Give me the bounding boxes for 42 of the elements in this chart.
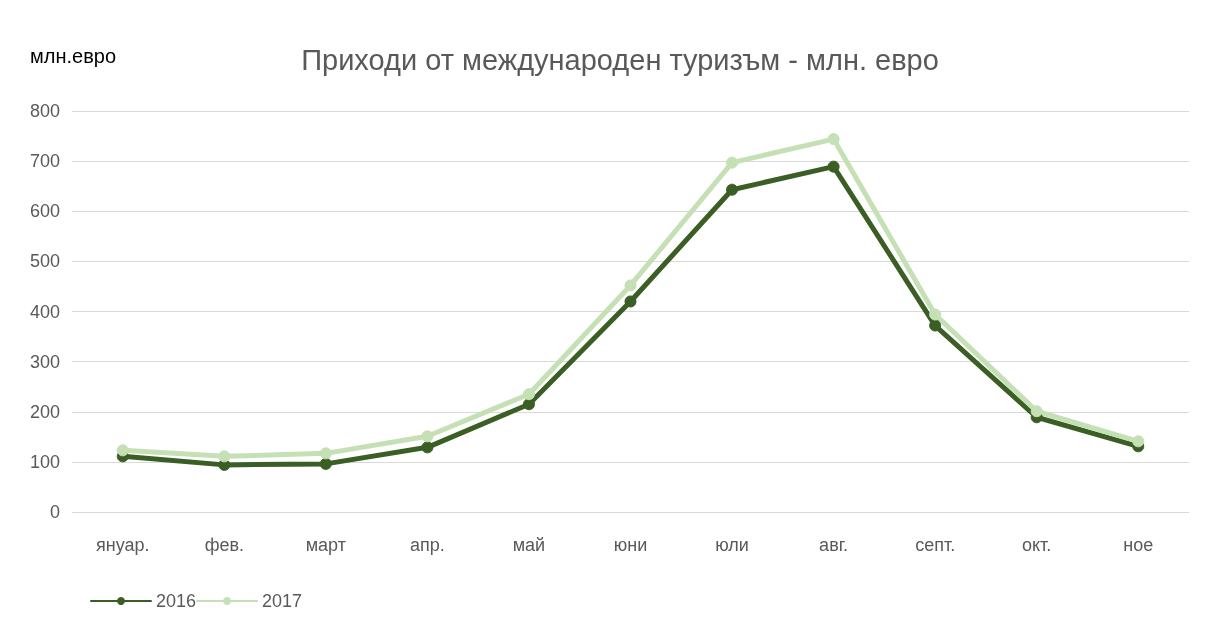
point	[116, 444, 129, 457]
x-tick-label: апр.	[410, 535, 445, 555]
chart-title: Приходи от международен туризъм - млн. евро	[301, 43, 939, 76]
x-tick-label: юли	[715, 535, 749, 555]
point	[726, 156, 739, 169]
point	[522, 398, 535, 411]
x-tick-label: март	[305, 535, 346, 555]
point	[1132, 435, 1145, 448]
point	[929, 308, 942, 321]
point	[827, 133, 840, 146]
point	[929, 319, 942, 332]
x-tick-label: окт.	[1022, 535, 1052, 555]
point	[624, 279, 637, 292]
point	[1030, 405, 1043, 418]
point	[522, 388, 535, 401]
y-axis-title: млн.евро	[30, 45, 117, 67]
y-tick-label: 700	[29, 151, 60, 172]
point	[421, 441, 434, 454]
y-tick-label: 200	[29, 401, 60, 422]
point	[421, 430, 434, 443]
y-tick-label: 300	[29, 351, 60, 372]
y-tick-label: 0	[49, 502, 60, 522]
point	[624, 295, 637, 308]
x-tick-label: септ.	[915, 535, 956, 555]
y-tick-label: 600	[29, 201, 60, 222]
y-tick-label: 400	[29, 301, 60, 322]
x-tick-label: януар.	[96, 535, 150, 555]
y-tick-label: 500	[29, 251, 60, 272]
point	[218, 450, 231, 463]
x-tick-label: фев.	[204, 535, 245, 555]
point	[319, 457, 332, 470]
x-tick-label: май	[512, 535, 546, 555]
x-tick-label: авг.	[819, 535, 849, 555]
y-tick-label: 800	[29, 101, 60, 121]
point	[319, 447, 332, 460]
legend-label: 2017	[262, 591, 303, 611]
y-tick-label: 100	[29, 451, 60, 472]
legend-label: 2016	[156, 591, 197, 611]
x-tick-label: ное	[1123, 535, 1154, 555]
point	[726, 183, 739, 196]
point	[827, 160, 840, 173]
x-tick-label: юни	[613, 535, 648, 555]
